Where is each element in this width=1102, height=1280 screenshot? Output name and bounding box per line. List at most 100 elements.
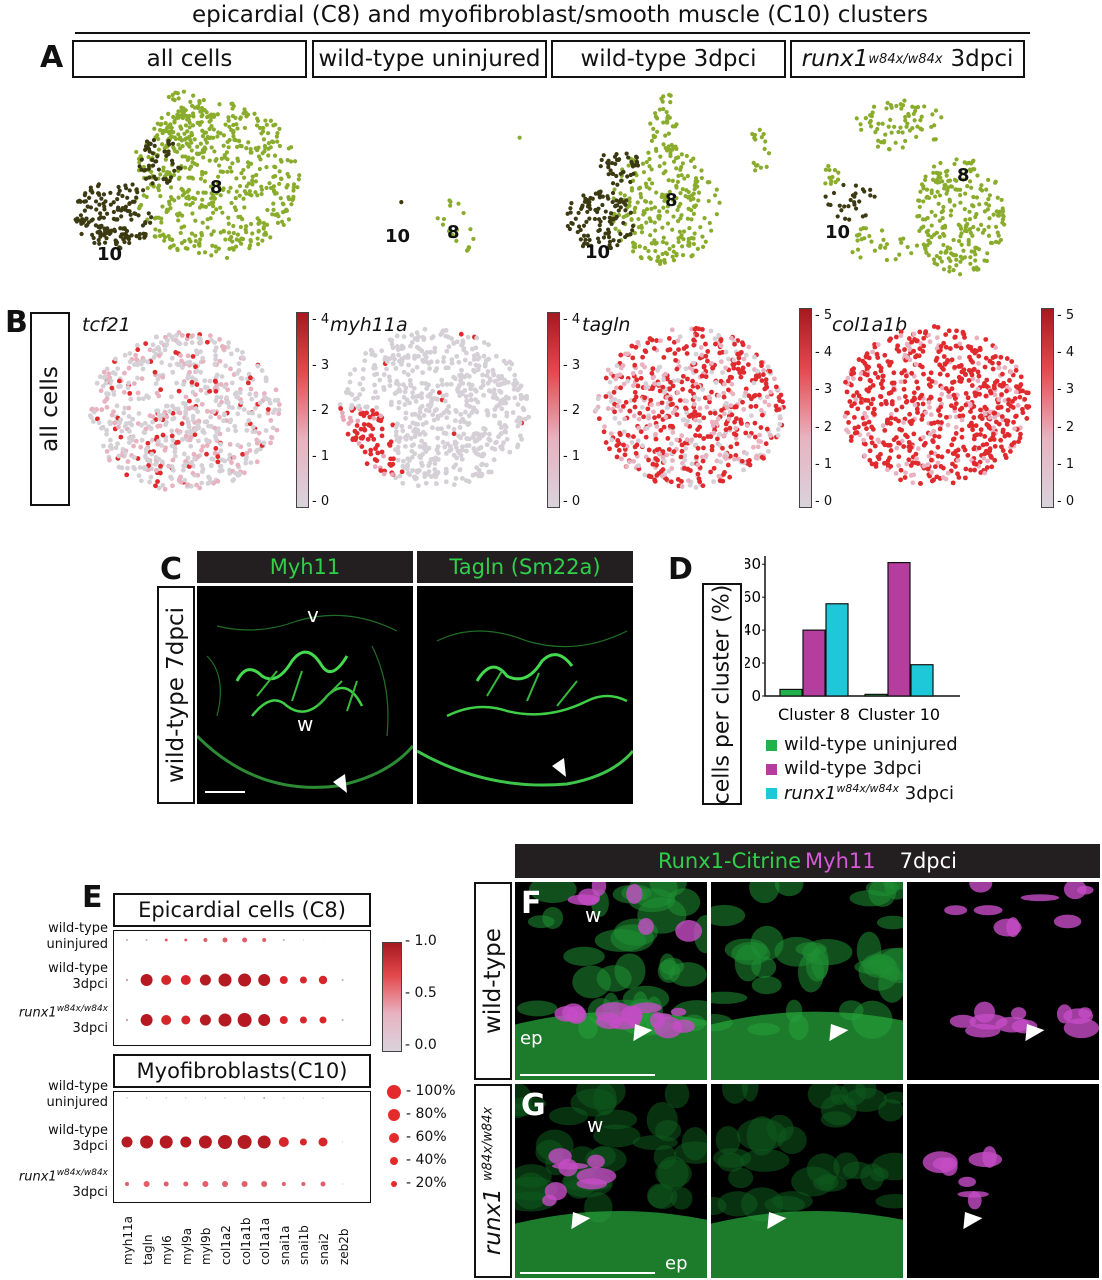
green-signal [728,1167,754,1189]
feature-point [1013,384,1019,389]
feature-point [891,370,897,376]
feature-point [214,395,220,400]
feature-point [231,477,237,482]
feature-point [975,378,981,384]
feature-point [99,425,104,431]
feature-point [432,467,438,472]
umap-point [685,173,690,179]
umap-point [664,148,670,153]
gene-axis-label: col1a1b [238,1217,253,1265]
umap-point [230,245,235,251]
feature-point [632,397,637,403]
feature-point [248,375,253,381]
umap-point [234,237,239,242]
umap-point [999,197,1004,203]
feature-point [736,360,741,366]
umap-point [600,194,605,199]
feature-point [614,454,620,460]
feature-point [675,390,681,396]
feature-point [252,429,258,434]
umap-point [993,224,999,230]
feature-point [714,436,720,442]
umap-point [252,111,257,116]
feature-point [484,373,490,378]
micrograph [711,1084,903,1278]
colorbar-tick: - 2 [312,403,330,418]
umap-point [166,94,171,100]
umap-point [643,198,648,204]
umap-point [117,188,122,193]
magenta-signal [576,1167,617,1185]
feature-point [215,454,221,460]
umap-point [889,105,894,110]
feature-point [1002,365,1008,370]
umap-point [657,261,663,266]
feature-point [906,344,912,349]
feature-point [125,385,131,391]
feature-point [148,425,154,431]
umap-point [587,216,592,221]
feature-point [999,392,1005,397]
umap-point [653,248,658,254]
feature-point [693,432,698,438]
umap-point [613,161,618,166]
feature-point [112,420,118,426]
feature-point [197,485,203,491]
umap-point [699,175,704,181]
feature-point [118,417,124,423]
umap-point [918,189,923,194]
feature-point [970,359,976,365]
umap-point [97,202,102,207]
feature-point [101,375,107,381]
feature-point [631,458,637,464]
feature-point [384,355,390,361]
umap-point [143,176,149,181]
umap-point [843,216,848,221]
umap-point [581,193,586,198]
feature-point [164,419,169,425]
umap-point [253,190,258,195]
feature-point [738,374,744,380]
umap-point [924,187,930,192]
feature-point [206,474,211,480]
umap-point [288,159,294,164]
umap-point [662,161,667,166]
umap-point [674,196,679,201]
feature-point [652,381,657,387]
feature-point [921,463,927,469]
umap-point [679,233,684,238]
feature-point [392,356,397,362]
feature-point [459,475,465,481]
colorbar-myh11a [547,312,560,508]
umap-point [201,155,206,160]
feature-point [466,443,472,448]
y-tick-label: 20 [745,654,761,672]
umap-point [190,211,195,216]
feature-point [153,381,159,387]
umap-point [134,187,139,192]
feature-point [943,344,949,350]
feature-point [938,404,944,410]
feature-point [929,379,935,384]
feature-point [464,372,470,378]
feature-point [428,359,434,365]
feature-point [235,411,241,417]
feature-point [468,397,474,403]
feature-point [949,442,955,448]
feature-point [482,361,488,367]
feature-point [693,351,699,357]
umap-point [636,216,641,222]
feature-point [976,353,982,359]
feature-point [160,482,166,488]
feature-point [878,381,884,387]
umap-point [967,179,973,184]
umap-point [150,157,155,162]
feature-point [362,358,368,364]
feature-point [631,413,637,419]
legend-label: runx1w84x/w84x 3dpci [784,782,954,804]
umap-point [272,164,277,169]
umap-point [119,232,124,237]
umap-point [575,229,580,235]
umap-point [973,252,978,257]
feature-point [449,360,455,366]
